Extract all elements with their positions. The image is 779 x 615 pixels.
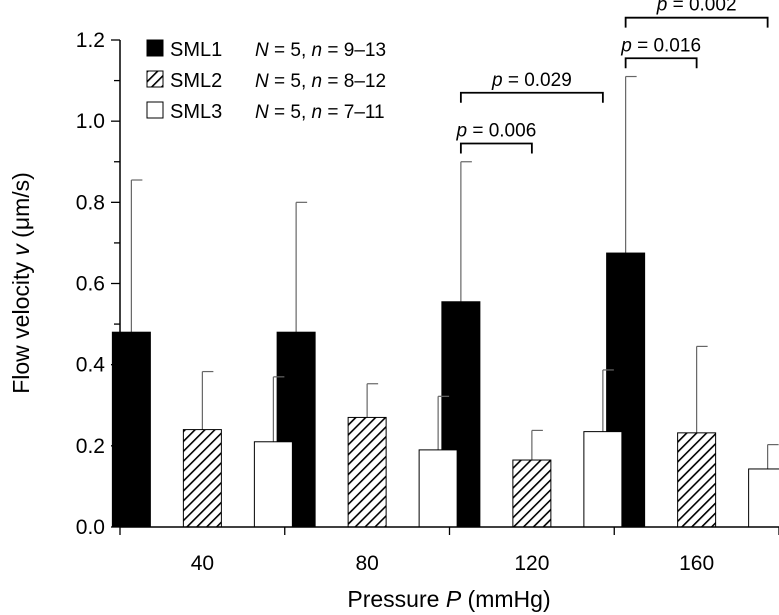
x-tick-label-40: 40 (191, 552, 214, 575)
p-value-text: = 0.006 (467, 120, 536, 141)
legend-stat-part: n (312, 40, 323, 61)
significance-bracket (459, 142, 533, 154)
significance-bracket (459, 91, 604, 103)
y-tick-label: 0.6 (76, 273, 105, 296)
legend-stat-part: N (255, 40, 269, 61)
bar-sml3-80 (418, 449, 458, 528)
p-value-text: = 0.029 (503, 70, 572, 91)
p-symbol: p (455, 120, 467, 141)
bar-sml2-160 (677, 432, 717, 528)
p-value-label: p = 0.029 (491, 70, 572, 91)
x-axis-title-text: Pressure (347, 586, 445, 612)
p-symbol: p (656, 0, 668, 16)
x-axis-title-unit: (mmHg) (461, 586, 550, 612)
bar-sml3-40 (253, 441, 293, 528)
y-axis-title-var: v (8, 243, 34, 256)
significance-bracket (624, 16, 769, 28)
legend-stat-sml1: N = 5, n = 9–13 (255, 40, 386, 61)
legend-swatch-sml3 (146, 101, 164, 119)
y-tick-label: 1.2 (76, 29, 105, 52)
legend-stat-part: = 9–13 (322, 40, 386, 61)
legend-stat-sml3: N = 5, n = 7–11 (255, 102, 385, 123)
y-tick-label: 0.2 (76, 435, 105, 458)
legend-swatch-sml2 (146, 70, 164, 88)
p-symbol: p (620, 35, 632, 56)
y-tick-label: 1.0 (76, 110, 105, 133)
legend-label-sml2: SML2 (170, 70, 222, 92)
p-value-label: p = 0.002 (656, 0, 737, 16)
x-axis-title: Pressure P (mmHg) (347, 586, 550, 612)
p-value-text: = 0.002 (667, 0, 736, 16)
y-tick-label: 0.8 (76, 191, 105, 214)
x-tick-label-120: 120 (514, 552, 549, 575)
p-value-label: p = 0.016 (620, 35, 701, 56)
legend-label-sml1: SML1 (170, 39, 222, 61)
y-axis-title-text: Flow velocity (8, 256, 34, 394)
significance-bracket (624, 57, 698, 69)
legend-stat-part: = 5, (269, 71, 312, 92)
legend-swatch-sml1 (146, 39, 164, 57)
legend-stat-sml2: N = 5, n = 8–12 (255, 71, 386, 92)
legend-stat-part: n (312, 102, 323, 123)
y-axis-title: Flow velocity v (μm/s) (8, 172, 34, 394)
legend-stat-part: = 5, (269, 102, 312, 123)
x-tick-label-160: 160 (679, 552, 714, 575)
legend-stat-part: = 5, (269, 40, 312, 61)
legend-label-sml3: SML3 (170, 101, 222, 123)
y-tick-label: 0.4 (76, 354, 106, 377)
x-axis-title-var: P (446, 586, 462, 612)
legend-stat-part: N (255, 71, 269, 92)
bar-sml2-80 (347, 416, 387, 528)
bar-sml3-160 (748, 468, 779, 528)
bar-sml2-120 (512, 459, 552, 528)
legend-stat-part: = 7–11 (322, 102, 385, 123)
x-tick-label-80: 80 (355, 552, 378, 575)
y-tick-label: 0.0 (76, 516, 105, 539)
p-symbol: p (491, 70, 503, 91)
bar-sml1-40 (111, 331, 151, 528)
legend-stat-part: = 8–12 (322, 71, 386, 92)
bar-sml3-120 (583, 431, 623, 528)
legend-stat-part: n (312, 71, 323, 92)
y-axis-title-unit: (μm/s) (8, 172, 34, 244)
bar-sml2-40 (182, 429, 222, 528)
p-value-label: p = 0.006 (455, 120, 536, 141)
legend-stat-part: N (255, 102, 269, 123)
p-value-text: = 0.016 (632, 35, 701, 56)
